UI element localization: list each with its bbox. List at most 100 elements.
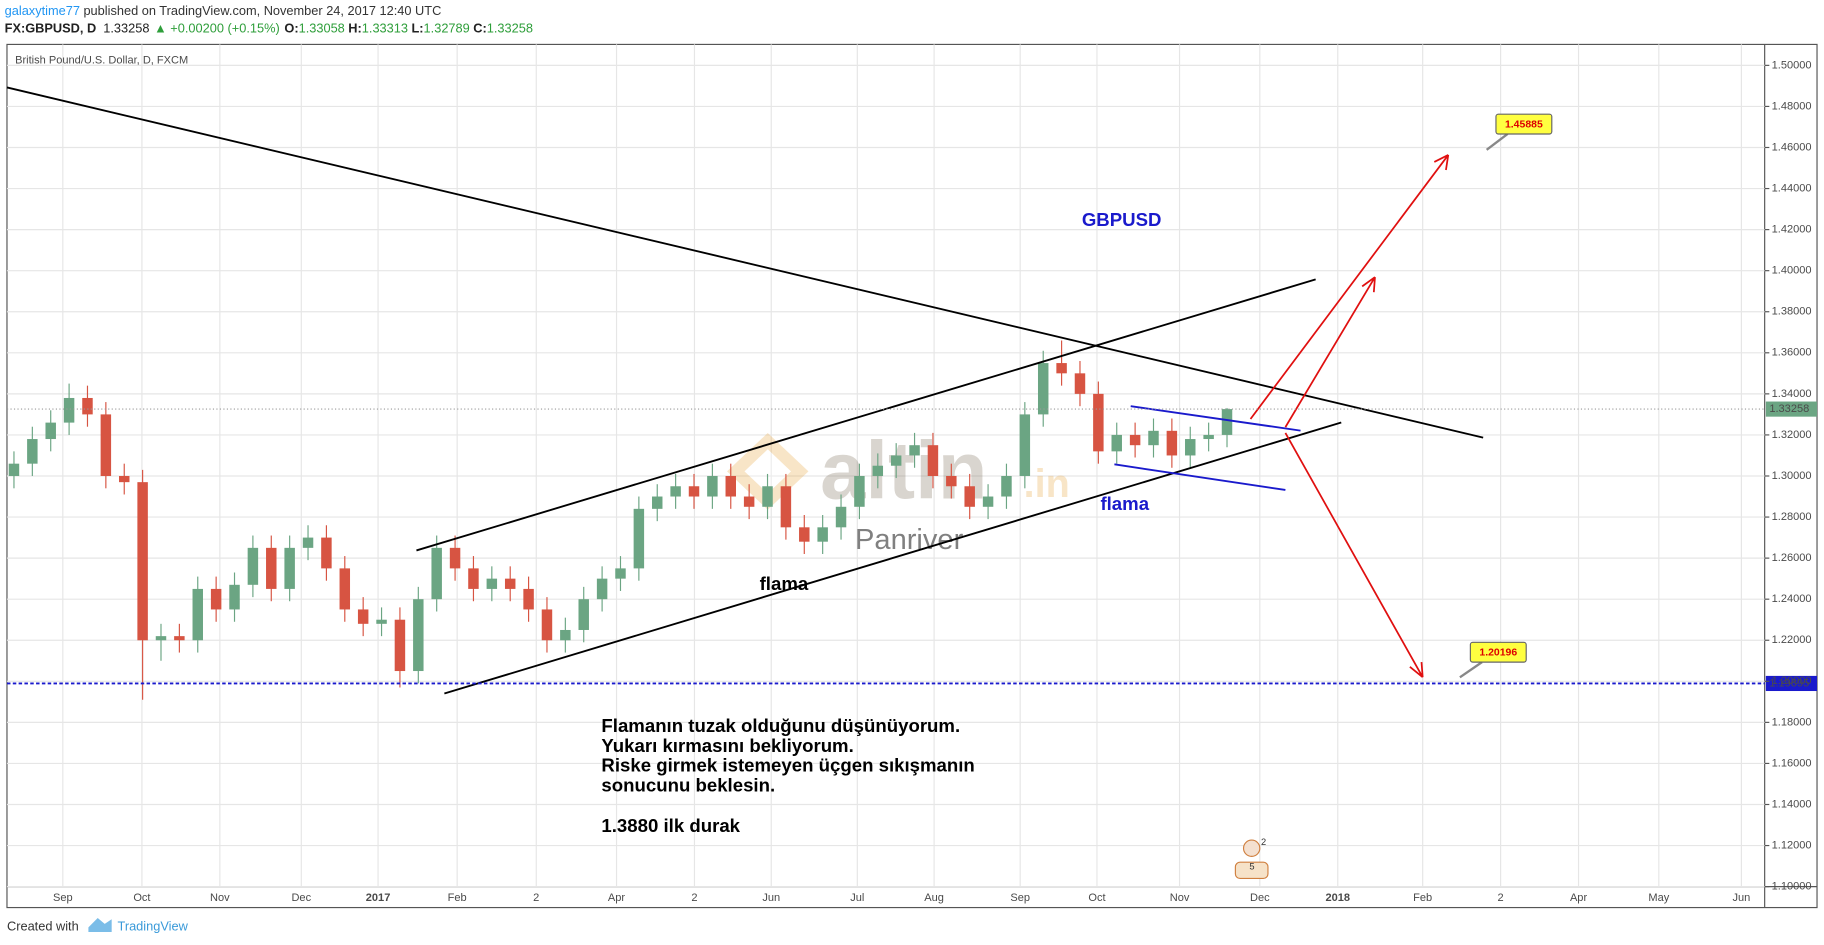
candle-body bbox=[174, 636, 185, 641]
candle-body bbox=[633, 508, 645, 569]
candle-body bbox=[652, 496, 663, 509]
x-tick-label: Sep bbox=[1010, 892, 1030, 904]
callout-box bbox=[1495, 113, 1553, 135]
header-line-1: galaxytime77 published on TradingView.com… bbox=[5, 3, 442, 18]
high: 1.33313 bbox=[362, 21, 408, 36]
candle-body bbox=[872, 465, 884, 476]
event-icon[interactable] bbox=[1234, 861, 1269, 880]
symbol: FX:GBPUSD, D bbox=[5, 21, 97, 36]
events: 2 5 bbox=[1234, 837, 1269, 880]
note-line: Riske girmek istemeyen üçgen sıkışmanın bbox=[601, 755, 974, 776]
event-icon[interactable] bbox=[1242, 839, 1261, 857]
published: published on TradingView.com, November 2… bbox=[83, 3, 441, 18]
callout-pointer bbox=[1459, 661, 1483, 679]
y-tick-label: 1.16000 bbox=[1772, 757, 1812, 769]
change: ▲ +0.00200 (+0.15%) bbox=[154, 21, 280, 36]
x-tick-label: Apr bbox=[1570, 892, 1588, 904]
candle-body bbox=[468, 568, 479, 589]
candle-body bbox=[1001, 475, 1012, 497]
candle-body bbox=[119, 475, 130, 483]
flag-upper bbox=[1130, 405, 1301, 432]
x-tick-label: Aug bbox=[924, 892, 944, 904]
low: 1.32789 bbox=[424, 21, 470, 36]
candle-body bbox=[247, 547, 259, 585]
last-price-label: 1.33258 bbox=[1769, 403, 1809, 415]
callout-label: 1.20196 bbox=[1479, 648, 1517, 659]
candle-body bbox=[504, 578, 516, 589]
candle-body bbox=[725, 475, 736, 497]
y-tick-label: 1.24000 bbox=[1772, 593, 1812, 605]
candle-body bbox=[743, 496, 755, 507]
y-tick-label: 1.28000 bbox=[1772, 511, 1812, 523]
candle-body bbox=[1093, 393, 1104, 452]
x-tick-label: Sep bbox=[53, 892, 73, 904]
callout-box bbox=[1469, 641, 1527, 663]
candle-body bbox=[835, 506, 847, 528]
x-tick-label: Nov bbox=[210, 892, 230, 904]
note-line: sonucunu beklesin. bbox=[601, 775, 775, 796]
y-tick-label: 1.34000 bbox=[1772, 388, 1812, 400]
x-tick-label: 2 bbox=[533, 892, 539, 904]
candle-body bbox=[339, 568, 351, 610]
candle-body bbox=[394, 619, 406, 672]
drawings bbox=[6, 86, 1484, 695]
price-level-label: 1.19895 bbox=[1769, 677, 1809, 689]
x-tick-label: 2 bbox=[691, 892, 697, 904]
candle-body bbox=[762, 486, 773, 507]
open-label: O: bbox=[284, 21, 298, 36]
flag-label-black: flama bbox=[760, 573, 809, 594]
flag-label-blue: flama bbox=[1100, 493, 1149, 514]
candle-body bbox=[1221, 409, 1233, 435]
arrows bbox=[1249, 154, 1450, 678]
channel-lower bbox=[444, 421, 1342, 695]
candle-body bbox=[1111, 434, 1122, 452]
arrow-up-2 bbox=[1284, 276, 1376, 428]
event-count: 5 bbox=[1249, 861, 1254, 871]
candle-body bbox=[578, 599, 589, 630]
candle-body bbox=[210, 588, 222, 610]
x-tick-label: Oct bbox=[133, 892, 150, 904]
arrow-up-1 bbox=[1249, 154, 1450, 420]
channel-upper bbox=[416, 278, 1316, 552]
note-line: Yukarı kırmasını bekliyorum. bbox=[601, 735, 853, 756]
note: Flamanın tuzak olduğunu düşünüyorum. Yuk… bbox=[601, 715, 974, 836]
footer-brand[interactable]: TradingView bbox=[117, 919, 188, 934]
candle-body bbox=[927, 445, 939, 476]
candle-body bbox=[155, 636, 167, 641]
trendline bbox=[6, 86, 1484, 439]
watermark-name: altin bbox=[820, 426, 987, 517]
candle-body bbox=[8, 463, 20, 476]
candle-body bbox=[1129, 434, 1141, 446]
x-tick-label: Dec bbox=[291, 892, 311, 904]
watermark-tld: .in bbox=[1024, 462, 1070, 506]
watermark-sub: Panriver bbox=[855, 524, 964, 556]
x-tick-label: 2017 bbox=[366, 892, 391, 904]
y-tick-label: 1.48000 bbox=[1772, 100, 1812, 112]
candle-body bbox=[302, 537, 314, 548]
candle-body bbox=[431, 547, 442, 600]
y-tick-label: 1.46000 bbox=[1772, 141, 1812, 153]
candle-body bbox=[357, 609, 369, 624]
candle-body bbox=[817, 527, 828, 542]
x-tick-label: Jul bbox=[850, 892, 864, 904]
x-tick-label: 2 bbox=[1498, 892, 1504, 904]
y-tick-label: 1.44000 bbox=[1772, 182, 1812, 194]
candle-body bbox=[1056, 363, 1067, 374]
chart-title: British Pound/U.S. Dollar, D, FXCM bbox=[15, 55, 188, 67]
y-tick-label: 1.32000 bbox=[1772, 429, 1812, 441]
y-tick-label: 1.42000 bbox=[1772, 224, 1812, 236]
candle-body bbox=[1148, 430, 1159, 446]
candle-body bbox=[63, 397, 75, 423]
y-tick-label: 1.38000 bbox=[1772, 306, 1812, 318]
candle-body bbox=[688, 486, 700, 497]
flag-lower bbox=[1114, 463, 1286, 491]
event-count: 2 bbox=[1261, 837, 1266, 847]
y-tick-label: 1.14000 bbox=[1772, 798, 1812, 810]
y-tick-label: 1.50000 bbox=[1772, 59, 1812, 71]
y-tick-label: 1.20000 bbox=[1772, 675, 1812, 687]
candle-body bbox=[560, 629, 571, 641]
candle-body bbox=[1203, 434, 1214, 440]
candle-body bbox=[82, 397, 93, 415]
author[interactable]: galaxytime77 bbox=[5, 3, 80, 18]
